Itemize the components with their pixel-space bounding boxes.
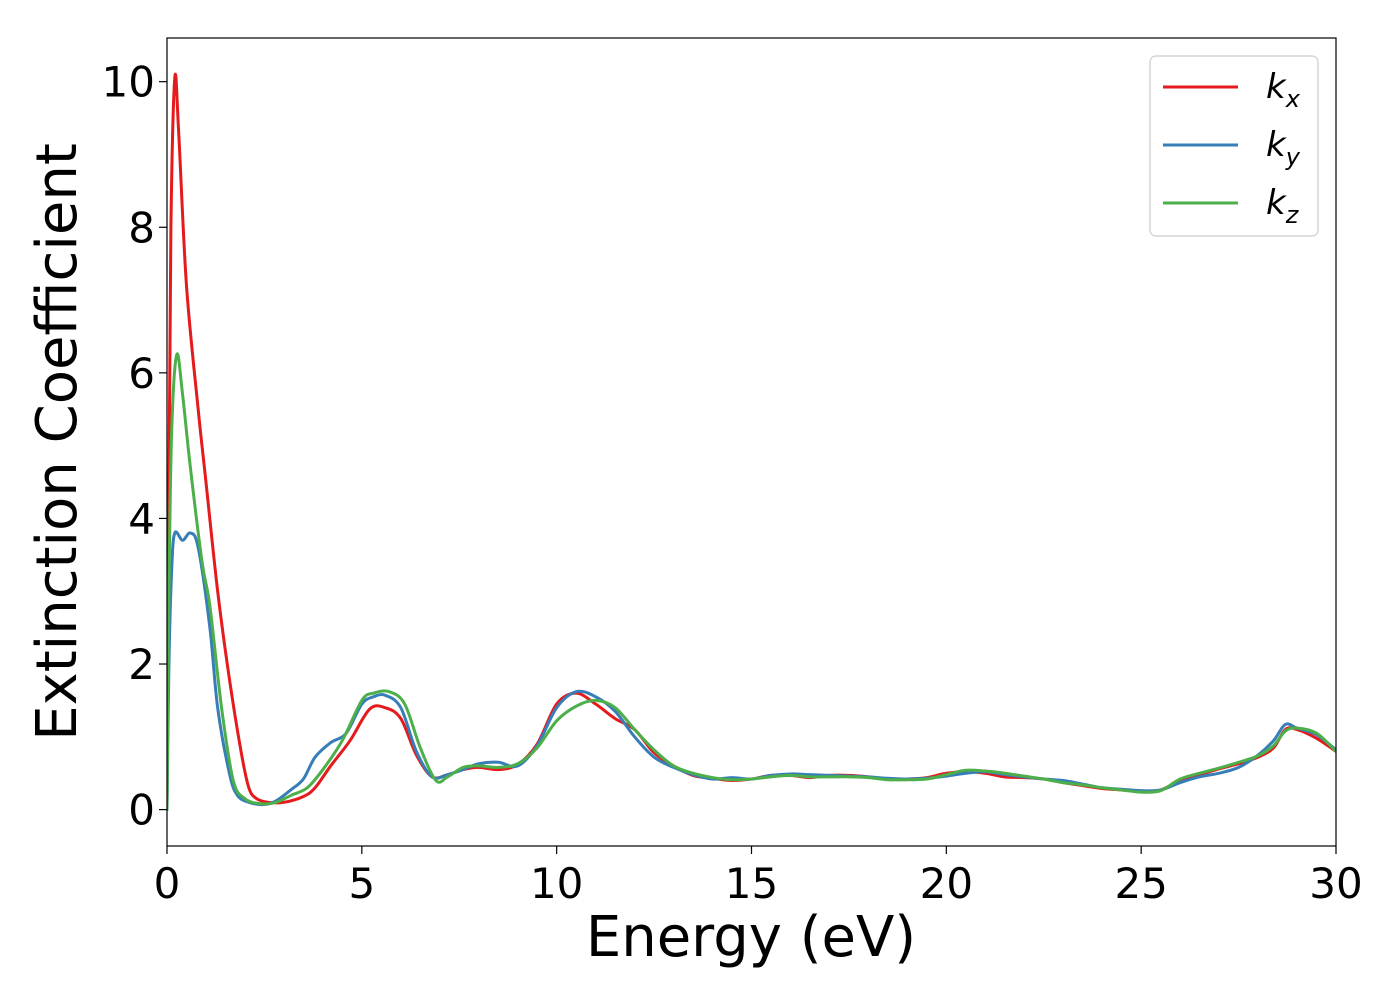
x-axis-ticks: 0 5 10 15 20 25 30 — [154, 846, 1363, 908]
x-tick-label: 0 — [154, 859, 181, 908]
legend-label-main: k — [1266, 67, 1287, 107]
series-layer — [167, 72, 1336, 812]
x-tick-label: 20 — [920, 859, 973, 908]
y-axis-ticks: 0 2 4 6 8 10 — [102, 58, 167, 835]
x-tick-label: 15 — [725, 859, 778, 908]
x-tick-label: 25 — [1114, 859, 1167, 908]
x-tick-label: 10 — [530, 859, 583, 908]
y-tick-label: 8 — [128, 203, 155, 252]
legend-label-kx: kx — [1266, 67, 1301, 113]
legend-label-main: k — [1266, 183, 1287, 223]
series-line-kz — [167, 352, 1336, 812]
y-tick-label: 0 — [128, 786, 155, 835]
legend-label-subscript: y — [1285, 143, 1301, 171]
x-axis-title: Energy (eV) — [586, 905, 916, 970]
legend-label-main: k — [1266, 125, 1287, 165]
x-tick-label: 30 — [1309, 859, 1362, 908]
y-tick-label: 4 — [128, 494, 155, 543]
legend-label-subscript: x — [1285, 85, 1301, 113]
y-tick-label: 10 — [102, 58, 155, 107]
legend-label-ky: ky — [1266, 125, 1301, 171]
legend-label-kz: kz — [1266, 183, 1300, 229]
x-tick-label: 5 — [348, 859, 375, 908]
y-tick-label: 6 — [128, 349, 155, 398]
y-tick-label: 2 — [128, 640, 155, 689]
legend-label-subscript: z — [1285, 201, 1300, 229]
series-line-ky — [167, 530, 1336, 812]
y-axis-title: Extinction Coefficient — [25, 143, 90, 741]
